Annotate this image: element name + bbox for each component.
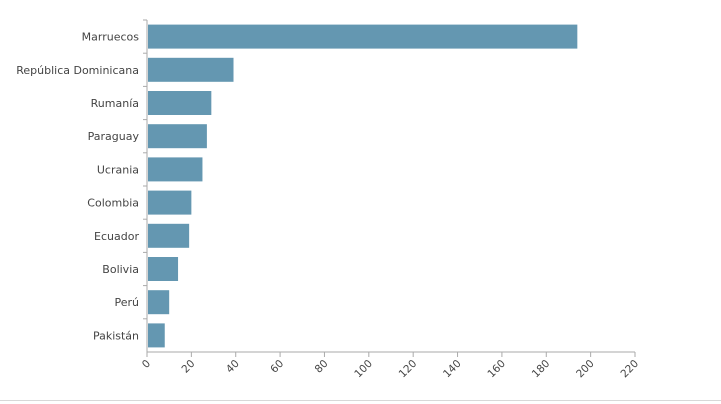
x-tick-label: 80	[313, 358, 331, 376]
category-label: Marruecos	[82, 31, 140, 44]
x-axis-ticks	[146, 352, 636, 357]
category-label: Ecuador	[94, 230, 139, 243]
bottom-divider	[0, 400, 721, 401]
x-tick-label: 0	[140, 358, 153, 371]
bar	[148, 190, 192, 215]
bar	[148, 223, 190, 248]
x-axis-tick-labels: 0 20 40 60 80 100 120 140 160 180 200 220	[140, 358, 641, 381]
bar	[148, 290, 170, 315]
bar	[148, 124, 207, 149]
x-tick-label: 220	[618, 358, 641, 381]
category-label: Paraguay	[88, 130, 140, 143]
bars	[148, 24, 578, 348]
bar	[148, 57, 234, 82]
category-label: República Dominicana	[16, 64, 139, 77]
x-tick-label: 140	[441, 358, 464, 381]
category-label: Ucrania	[97, 163, 139, 176]
category-label: Pakistán	[93, 329, 139, 342]
bar	[148, 157, 203, 182]
category-labels: Marruecos República Dominicana Rumanía Para…	[16, 31, 139, 343]
bar	[148, 24, 578, 49]
x-tick-label: 180	[530, 358, 553, 381]
category-label: Colombia	[87, 197, 139, 210]
x-tick-label: 40	[224, 358, 242, 376]
category-label: Rumanía	[91, 97, 139, 110]
bar	[148, 257, 179, 281]
x-tick-label: 20	[180, 358, 198, 376]
x-tick-label: 60	[268, 358, 286, 376]
x-tick-label: 100	[352, 358, 375, 381]
x-tick-label: 120	[397, 358, 420, 381]
x-tick-label: 200	[574, 358, 597, 381]
category-label: Perú	[114, 296, 139, 309]
x-tick-label: 160	[485, 358, 508, 381]
category-label: Bolivia	[102, 263, 139, 276]
bar	[148, 323, 165, 348]
y-axis-ticks	[143, 19, 147, 320]
bar	[148, 91, 212, 115]
